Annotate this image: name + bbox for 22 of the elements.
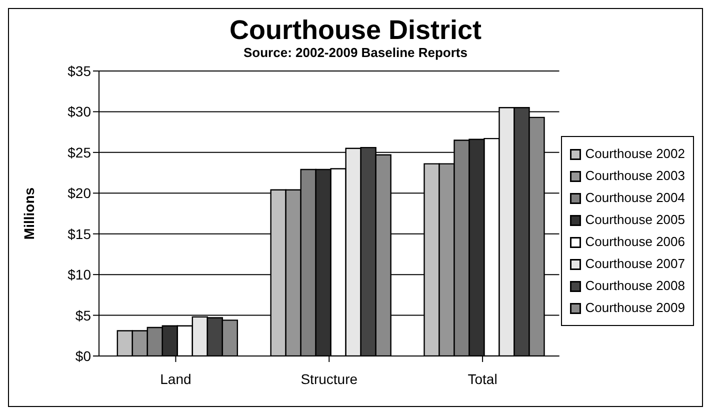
y-tick-label: $25 <box>68 144 92 160</box>
legend-label: Courthouse 2007 <box>585 255 685 273</box>
x-tick-label: Land <box>160 370 192 387</box>
x-tick-label: Total <box>468 370 498 387</box>
y-tick-label: $35 <box>68 62 92 79</box>
x-tick-label: Structure <box>300 370 358 387</box>
y-tick-label: $0 <box>75 348 92 364</box>
y-tick-label: $5 <box>75 307 92 324</box>
chart-title: Courthouse District <box>228 15 483 45</box>
y-tick-label: $15 <box>68 226 92 242</box>
legend-label: Courthouse 2002 <box>585 145 685 163</box>
legend-label: Courthouse 2005 <box>585 211 685 229</box>
y-tick-label: $20 <box>68 185 92 202</box>
y-tick-label: $30 <box>68 104 92 120</box>
legend-label: Courthouse 2006 <box>585 233 685 251</box>
legend-label: Courthouse 2003 <box>585 167 685 185</box>
chart-subtitle: Source: 2002-2009 Baseline Reports <box>242 45 468 61</box>
y-axis-title: Millions <box>20 187 37 240</box>
y-tick-label: $10 <box>68 266 92 283</box>
legend-label: Courthouse 2008 <box>585 277 685 295</box>
legend-label: Courthouse 2004 <box>585 189 685 207</box>
legend-label: Courthouse 2009 <box>585 299 685 317</box>
